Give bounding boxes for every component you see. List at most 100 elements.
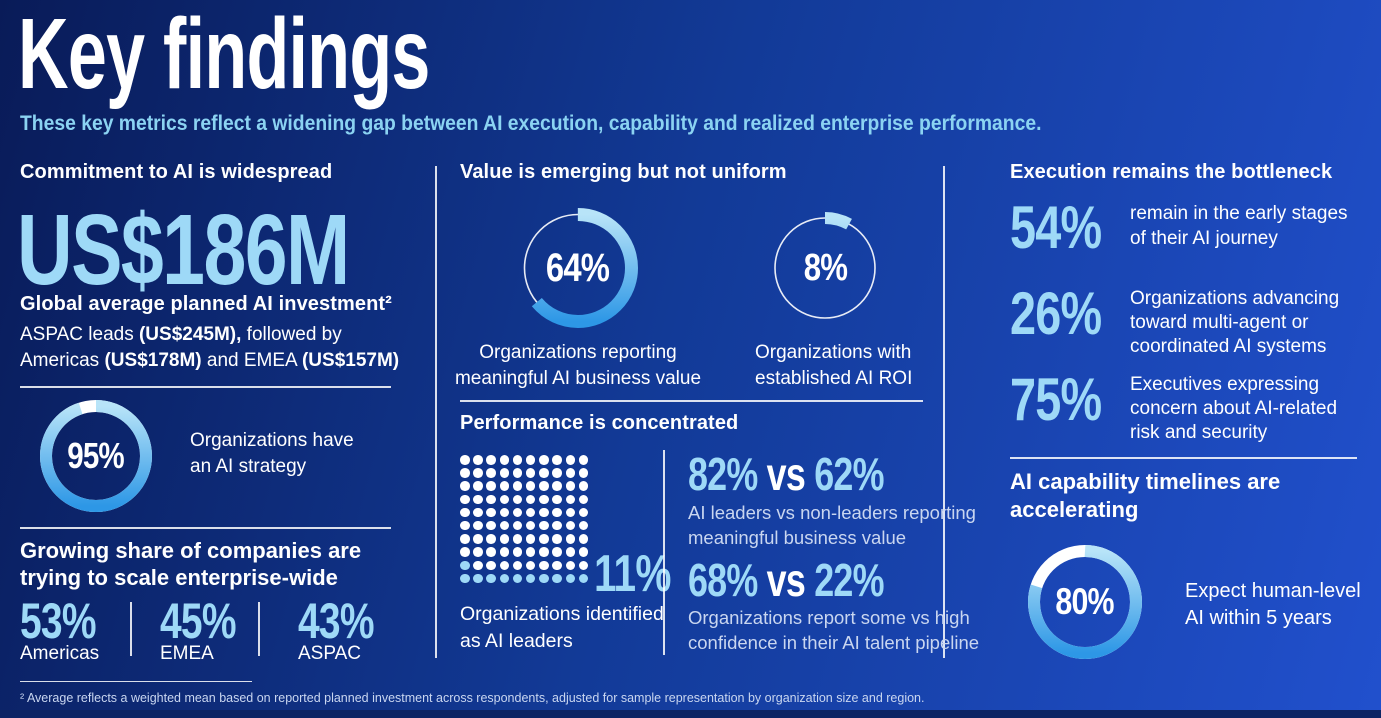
matrix-dot xyxy=(565,507,575,518)
matrix-dot xyxy=(539,573,549,584)
matrix-dot xyxy=(552,534,562,544)
region-stat-label: EMEA xyxy=(160,643,214,664)
section-heading-value: Value is emerging but not uniform xyxy=(460,161,787,183)
matrix-dot xyxy=(578,481,589,491)
donut-value: 8% xyxy=(803,246,847,289)
bottom-strip xyxy=(0,710,1381,718)
matrix-dot xyxy=(578,494,589,505)
donut-label-ai-strategy: Organizations have an AI strategy xyxy=(190,430,354,477)
dot-matrix xyxy=(460,455,592,587)
matrix-dot xyxy=(539,547,549,557)
matrix-dot xyxy=(460,507,470,518)
section-heading-performance: Performance is concentrated xyxy=(460,412,739,434)
compare-stat-leaders: 82% vs 62% xyxy=(688,448,884,500)
matrix-dot xyxy=(539,481,549,491)
divider xyxy=(20,681,252,682)
region-stat-value: 43% xyxy=(298,593,375,649)
matrix-dot xyxy=(578,507,589,518)
execution-stat-label: remain in the early stages of their AI j… xyxy=(1130,203,1348,249)
section-heading-scale: Growing share of companies are trying to… xyxy=(20,538,362,590)
matrix-dot xyxy=(486,494,496,505)
matrix-dot xyxy=(525,573,536,584)
matrix-dot xyxy=(499,560,510,570)
donut-value: 95% xyxy=(67,435,125,476)
matrix-dot xyxy=(565,455,575,465)
donut-chart-business-value: 64% xyxy=(518,208,638,328)
matrix-dot xyxy=(525,534,536,544)
donut-label-ai-roi: Organizations with established AI ROI xyxy=(755,342,913,389)
matrix-dot xyxy=(565,534,575,544)
matrix-dot xyxy=(578,573,589,584)
matrix-dot xyxy=(499,520,510,531)
divider xyxy=(1010,457,1357,459)
matrix-dot xyxy=(539,507,549,518)
matrix-dot xyxy=(539,534,549,544)
matrix-dot xyxy=(460,560,470,570)
footnote: ² Average reflects a weighted mean based… xyxy=(20,691,925,705)
matrix-dot xyxy=(552,560,562,570)
matrix-dot xyxy=(473,547,483,557)
matrix-dot xyxy=(473,507,483,518)
donut-value: 64% xyxy=(546,245,610,290)
matrix-dot xyxy=(486,534,496,544)
matrix-dot xyxy=(486,573,496,584)
compare-stat-label: Organizations report some vs high confid… xyxy=(688,607,980,653)
matrix-dot xyxy=(552,455,562,465)
compare-stat-talent: 68% vs 22% xyxy=(688,554,884,606)
matrix-dot xyxy=(525,560,536,570)
matrix-dot xyxy=(473,573,483,584)
matrix-dot xyxy=(512,573,523,584)
matrix-dot xyxy=(499,547,510,557)
matrix-dot xyxy=(539,468,549,478)
matrix-dot xyxy=(512,534,523,544)
matrix-dot xyxy=(552,468,562,478)
matrix-dot xyxy=(578,560,589,570)
matrix-dot xyxy=(460,520,470,531)
matrix-dot xyxy=(473,468,483,478)
matrix-dot xyxy=(512,560,523,570)
page-title: Key findings xyxy=(18,0,430,110)
matrix-dot xyxy=(512,455,523,465)
matrix-dot xyxy=(565,520,575,531)
region-stat-value: 53% xyxy=(20,593,97,649)
matrix-dot xyxy=(486,507,496,518)
matrix-dot xyxy=(565,573,575,584)
divider xyxy=(20,527,391,529)
matrix-dot xyxy=(486,560,496,570)
divider xyxy=(20,386,391,388)
matrix-dot xyxy=(499,481,510,491)
matrix-dot xyxy=(486,455,496,465)
matrix-dot xyxy=(565,481,575,491)
matrix-dot xyxy=(486,520,496,531)
matrix-dot xyxy=(512,507,523,518)
matrix-dot xyxy=(473,481,483,491)
execution-stat-label: Organizations advancing toward multi-age… xyxy=(1130,288,1340,357)
matrix-dot xyxy=(525,468,536,478)
matrix-dot xyxy=(460,455,470,465)
execution-stat-label: Executives expressing concern about AI-r… xyxy=(1130,374,1338,443)
donut-chart-ai-strategy: 95% xyxy=(40,400,152,512)
divider xyxy=(460,400,923,402)
divider xyxy=(130,602,132,656)
matrix-dot xyxy=(499,573,510,584)
region-stat-label: Americas xyxy=(20,643,100,664)
matrix-dot xyxy=(539,520,549,531)
matrix-dot xyxy=(460,481,470,491)
matrix-dot xyxy=(499,468,510,478)
matrix-dot xyxy=(512,481,523,491)
matrix-dot xyxy=(565,494,575,505)
matrix-dot xyxy=(578,468,589,478)
matrix-dot xyxy=(552,494,562,505)
dot-matrix-value: 11% xyxy=(594,545,671,603)
compare-stat-label: AI leaders vs non-leaders reporting mean… xyxy=(688,502,976,548)
donut-label-business-value: Organizations reporting meaningful AI bu… xyxy=(454,342,702,389)
matrix-dot xyxy=(460,468,470,478)
execution-stat-value: 54% xyxy=(1010,194,1102,261)
matrix-dot xyxy=(460,494,470,505)
matrix-dot xyxy=(460,547,470,557)
matrix-dot xyxy=(525,494,536,505)
matrix-dot xyxy=(525,547,536,557)
matrix-dot xyxy=(486,468,496,478)
matrix-dot xyxy=(473,494,483,505)
